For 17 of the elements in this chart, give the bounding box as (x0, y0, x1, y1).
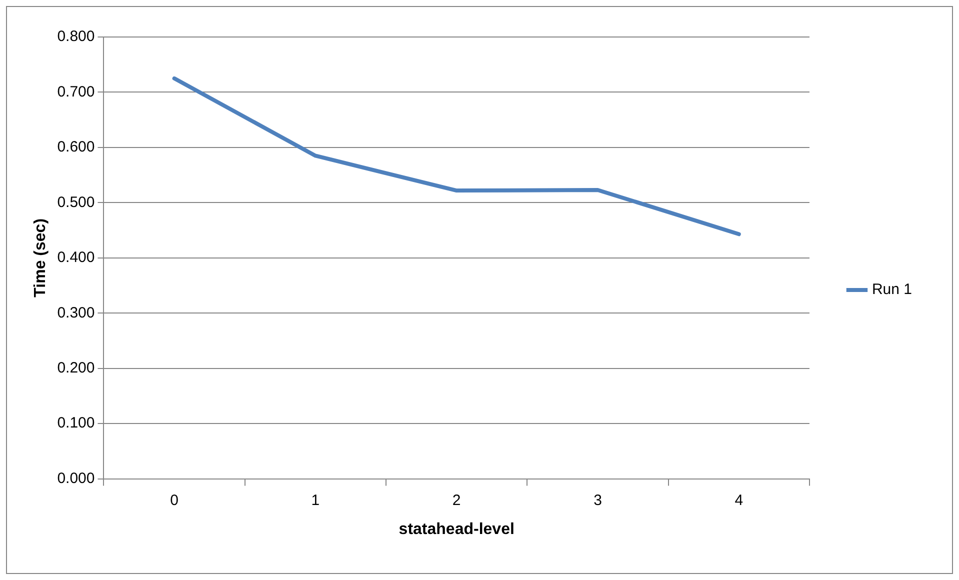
y-tick-label: 0.600 (57, 138, 95, 156)
y-tick-label: 0.000 (57, 470, 95, 487)
y-tick-label: 0.500 (57, 194, 95, 211)
x-tick-label: 4 (734, 492, 744, 509)
y-tick-label: 0.300 (57, 304, 95, 322)
x-tick-label: 0 (170, 492, 178, 509)
y-axis-title: Time (sec) (32, 218, 50, 298)
y-tick-label: 0.100 (57, 414, 95, 432)
x-axis-title: statahead-level (398, 520, 514, 538)
x-tick-label: 2 (452, 492, 461, 509)
y-tick-label: 0.800 (57, 28, 95, 46)
x-tick-label: 3 (594, 492, 602, 509)
y-tick-label: 0.400 (57, 249, 95, 266)
x-tick-label: 1 (311, 492, 320, 509)
y-tick-label: 0.700 (57, 83, 95, 100)
y-tick-label: 0.200 (57, 359, 95, 376)
legend-label: Run 1 (872, 281, 912, 298)
